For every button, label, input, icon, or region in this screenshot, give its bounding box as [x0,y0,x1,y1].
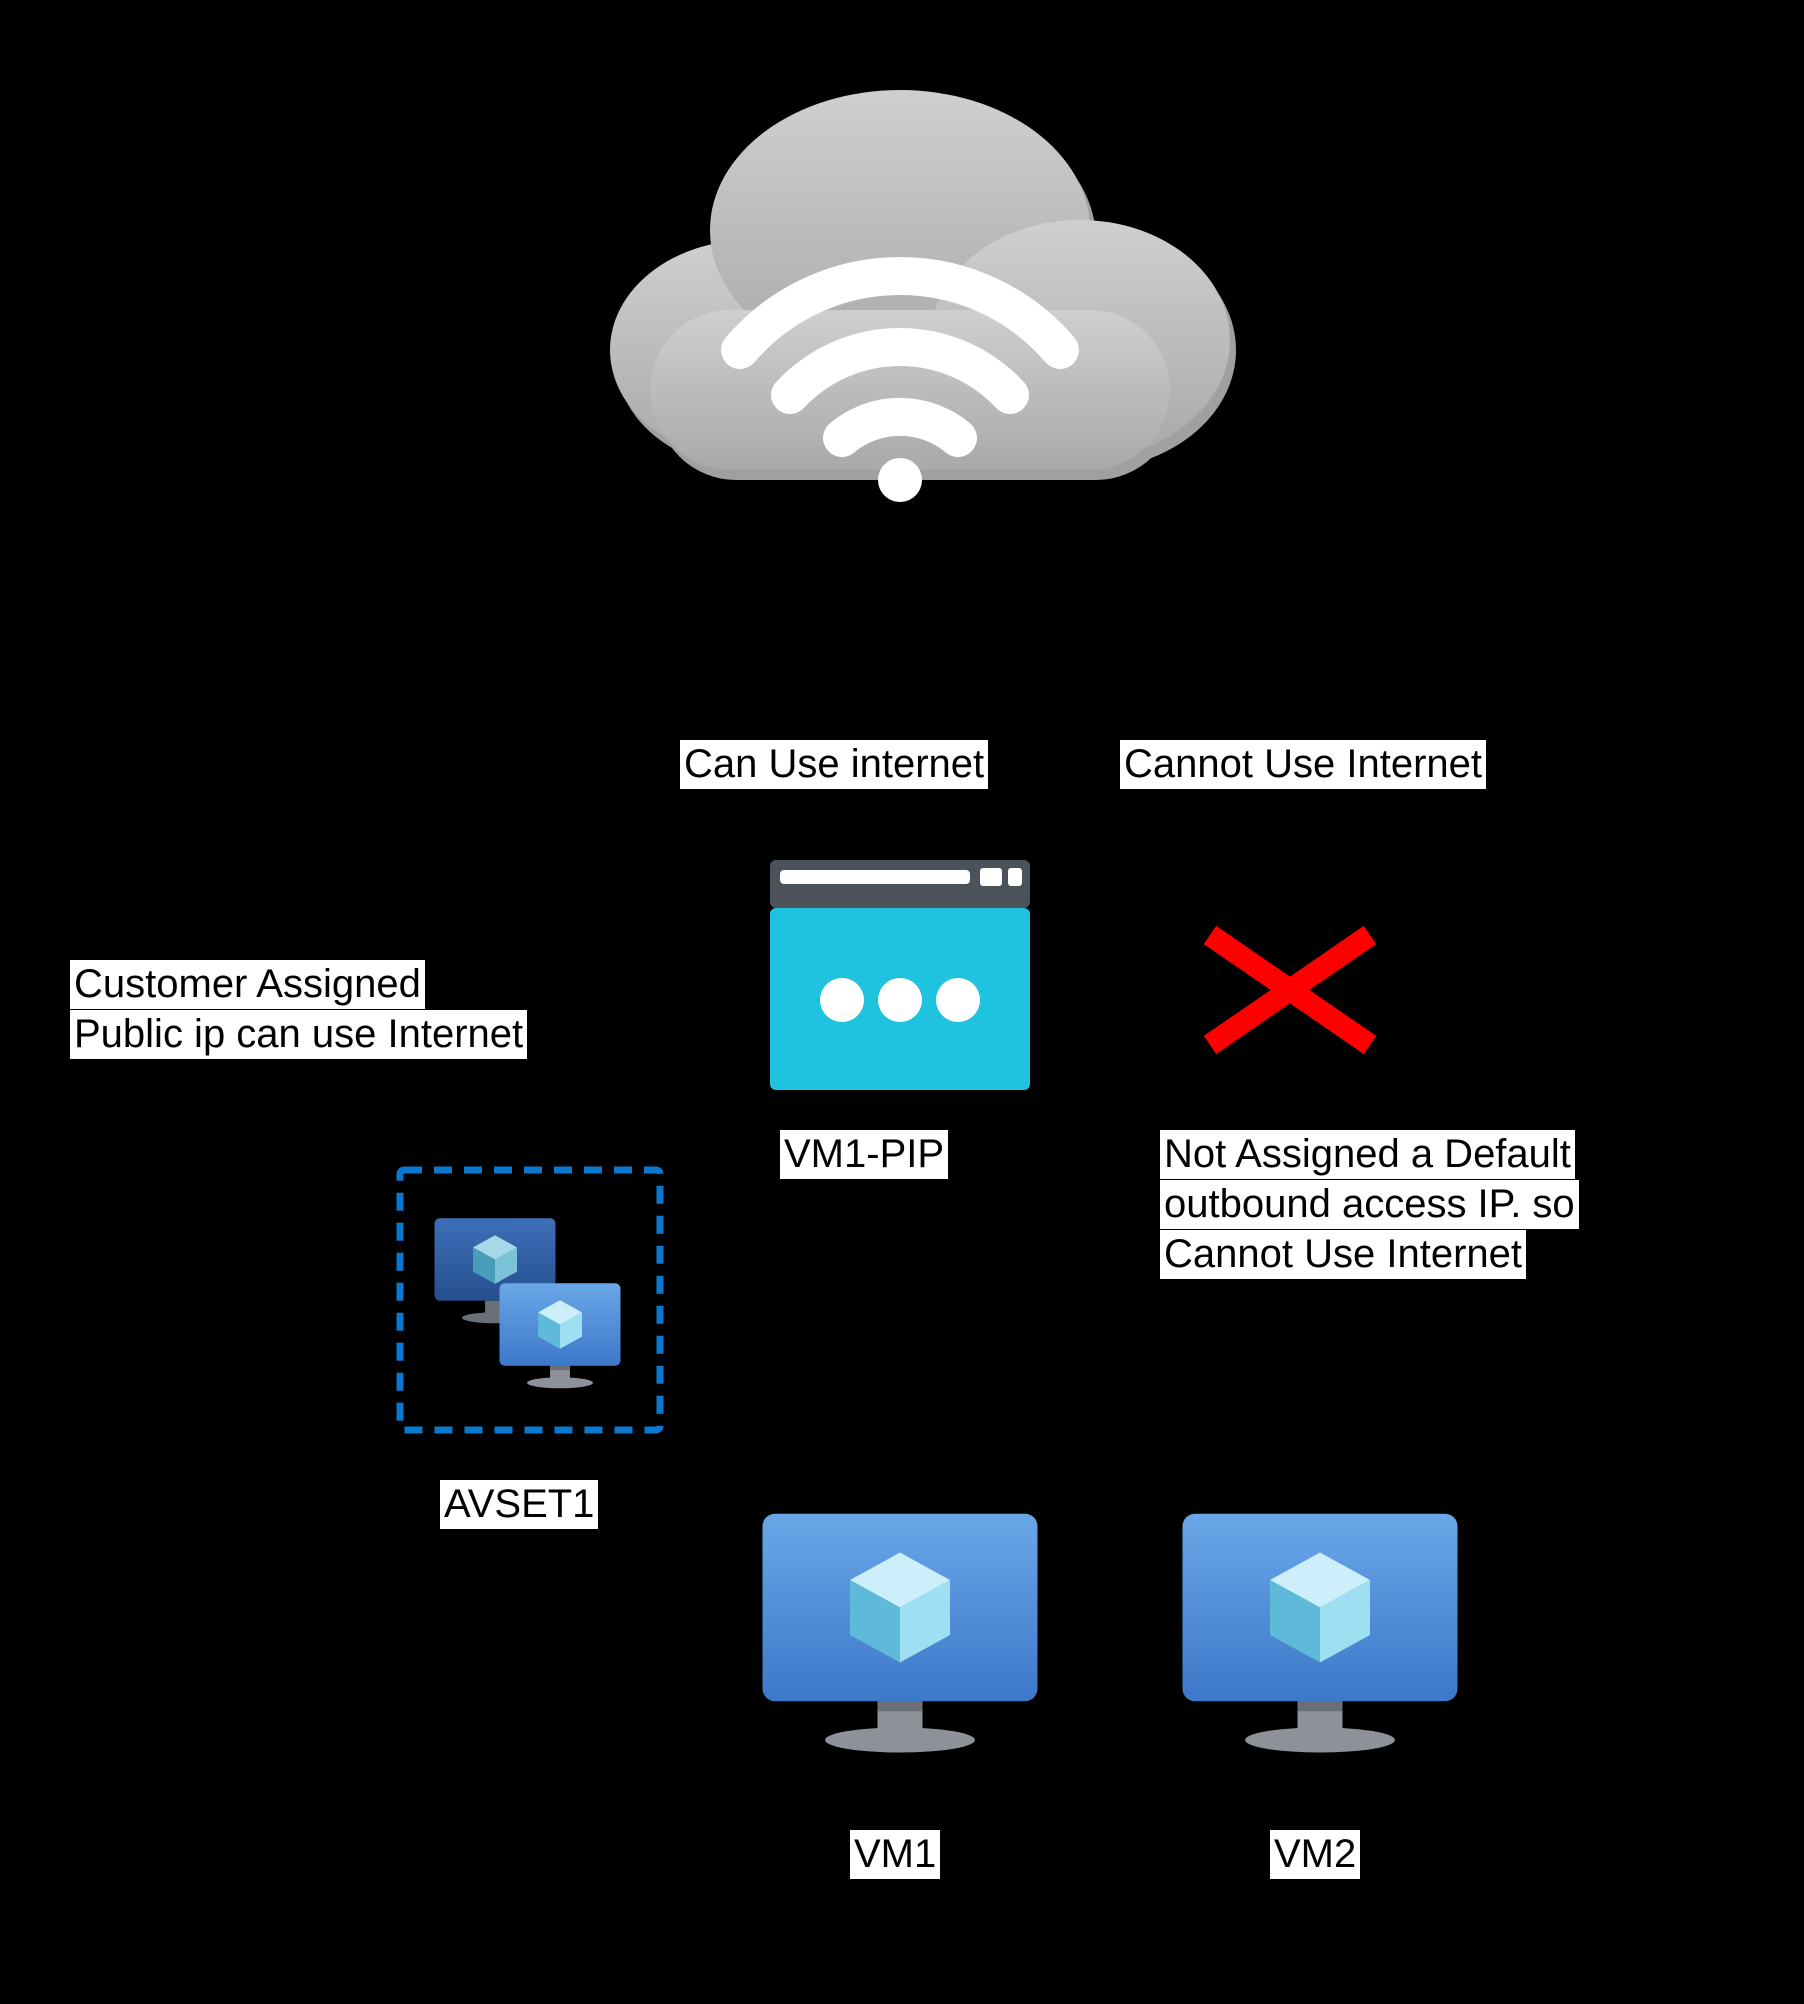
label-not-assigned-l2: outbound access IP. so [1160,1180,1579,1229]
edge-cloud-cross [900,510,1290,920]
avset-vm-front-icon [500,1283,621,1388]
label-can-use-internet: Can Use internet [680,740,988,789]
internet-cloud-icon [610,90,1236,502]
label-vm1-pip: VM1-PIP [780,1130,948,1179]
label-cannot-use-internet: Cannot Use Internet [1120,740,1486,789]
label-customer-assigned-l2: Public ip can use Internet [70,1010,527,1059]
vm1-icon [763,1514,1038,1753]
label-avset1: AVSET1 [440,1480,598,1529]
label-customer-assigned-l1: Customer Assigned [70,960,425,1009]
label-vm1: VM1 [850,1830,940,1879]
red-x-icon [1210,935,1370,1045]
vm2-icon [1183,1514,1458,1753]
label-not-assigned-l1: Not Assigned a Default [1160,1130,1575,1179]
label-not-assigned-l3: Cannot Use Internet [1160,1230,1526,1279]
public-ip-browser-icon [770,860,1030,1090]
label-vm2: VM2 [1270,1830,1360,1879]
